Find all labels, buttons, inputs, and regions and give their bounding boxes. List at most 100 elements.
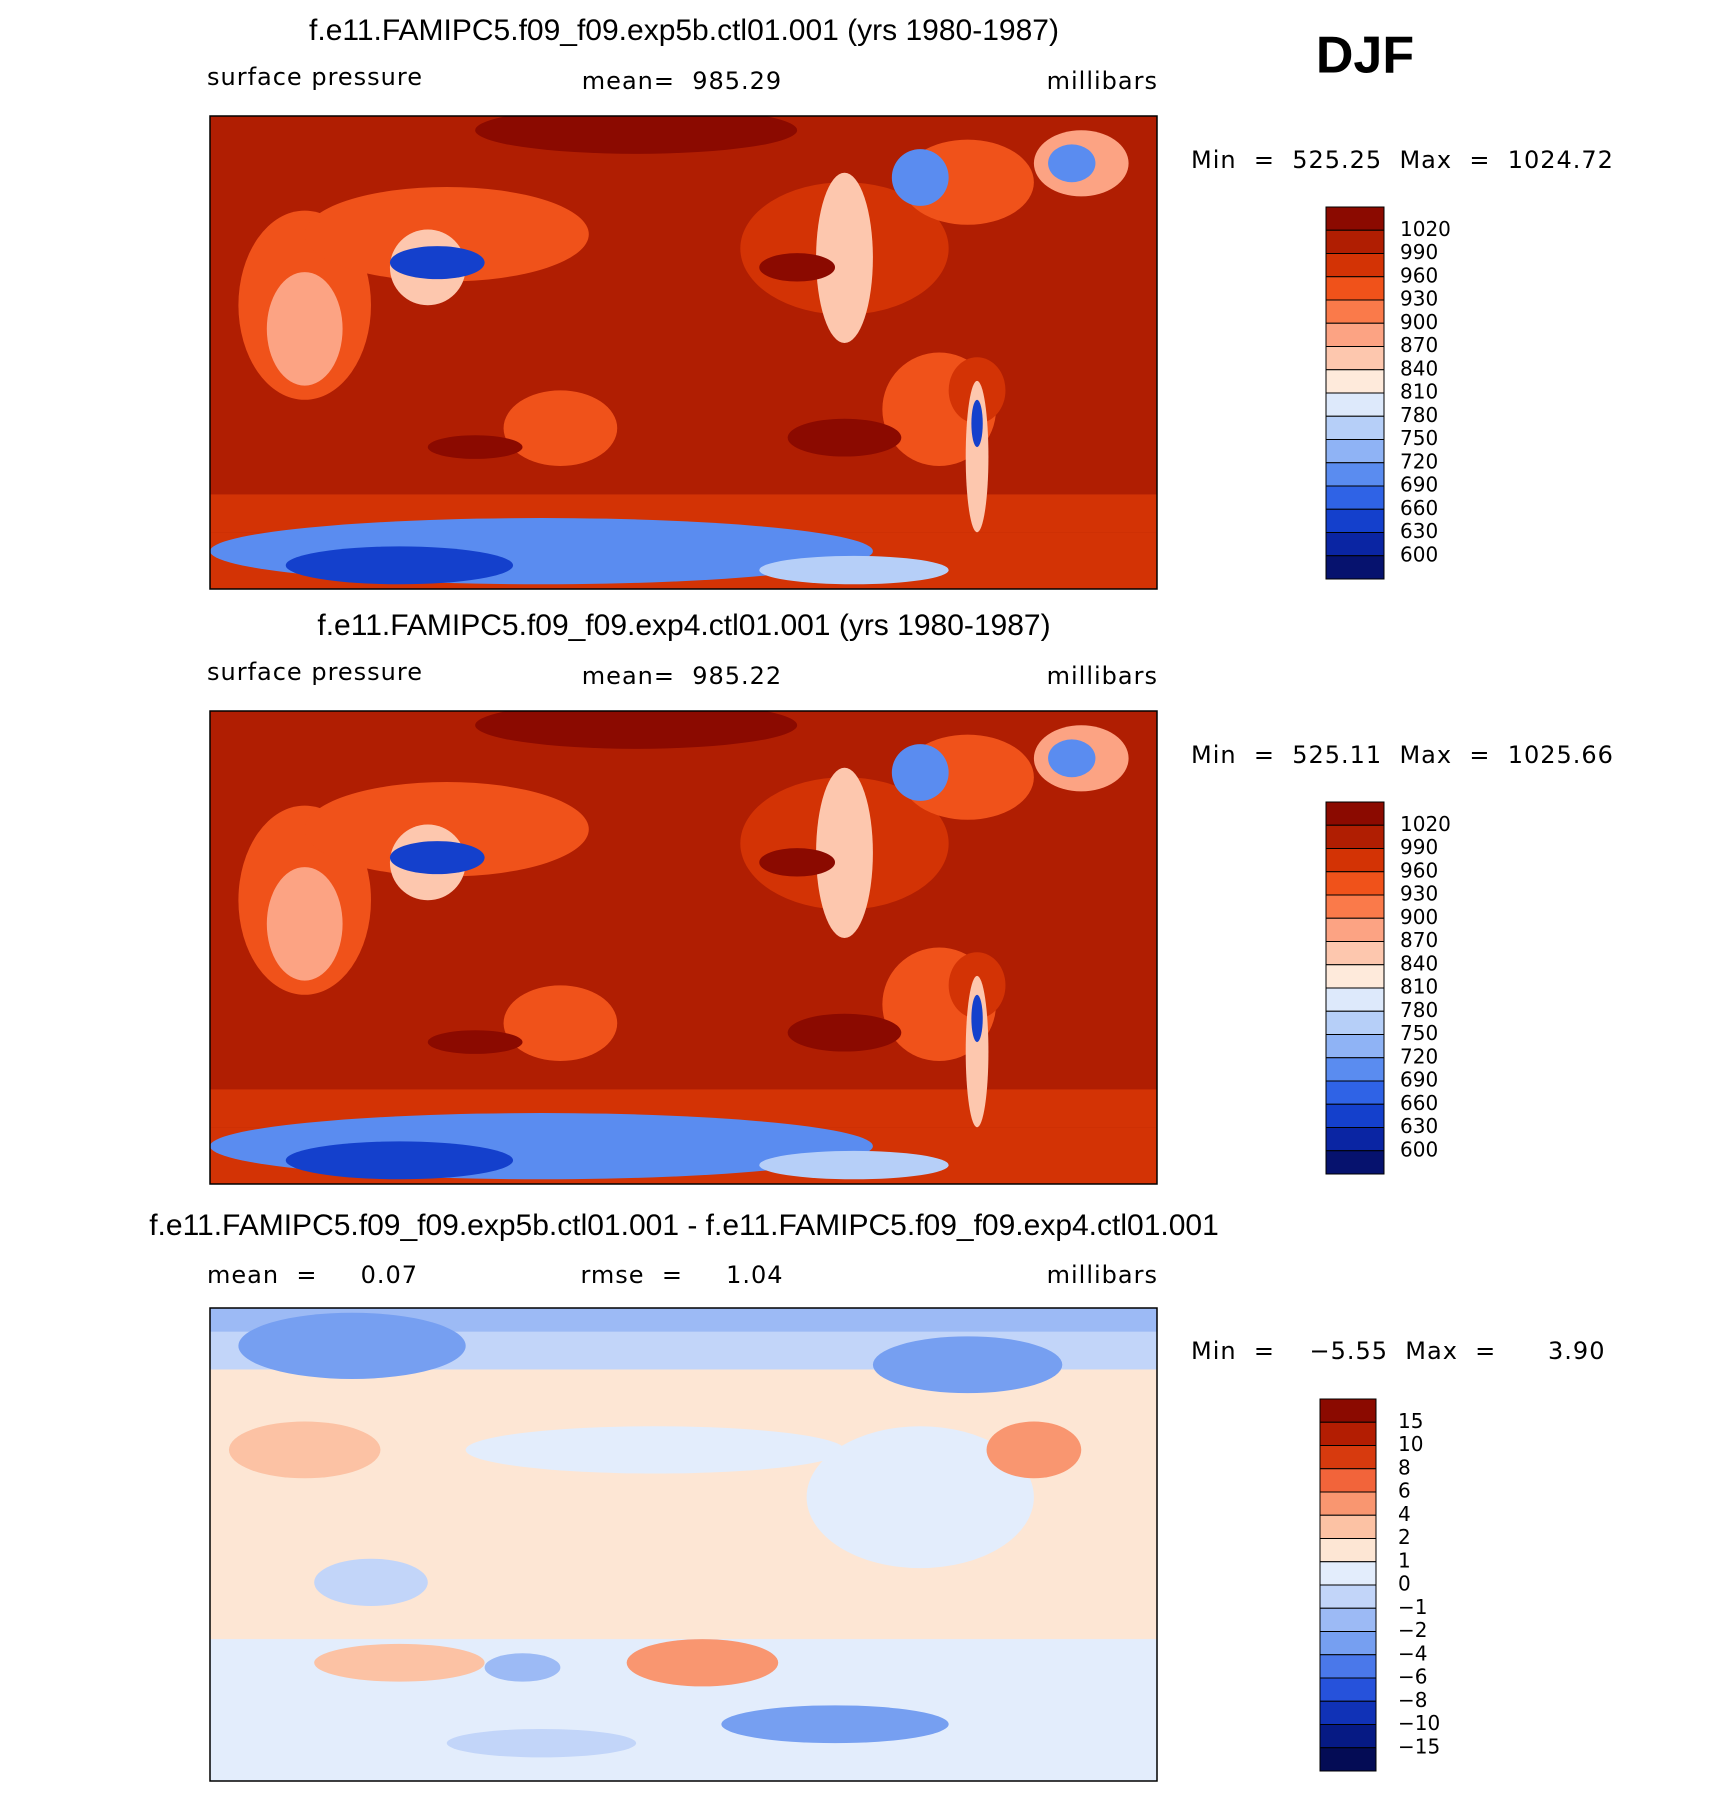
colorbar-swatch (1319, 1747, 1377, 1772)
colorbar-label: −4 (1398, 1641, 1427, 1665)
colorbar-label: 960 (1400, 263, 1438, 287)
colorbar-label: 870 (1400, 333, 1438, 357)
colorbar-swatch (1325, 1103, 1385, 1128)
colorbar-label: 630 (1400, 1114, 1438, 1138)
colorbar-label: 750 (1400, 1021, 1438, 1045)
map-field (806, 1426, 1034, 1569)
colorbar-swatch (1319, 1398, 1377, 1423)
map-field (891, 744, 949, 801)
colorbar-label: 780 (1400, 998, 1438, 1022)
colorbar-swatch (1325, 439, 1385, 464)
colorbar-label: −10 (1398, 1711, 1440, 1735)
colorbar-swatch (1325, 555, 1385, 580)
colorbar-label: 660 (1400, 1091, 1438, 1115)
colorbar-label: 10 (1398, 1432, 1423, 1456)
map-field (427, 1030, 523, 1054)
map-field (503, 985, 618, 1062)
map-field (1048, 739, 1096, 778)
colorbar-swatch (1325, 1080, 1385, 1105)
colorbar-swatch (1325, 415, 1385, 440)
map-field (816, 172, 873, 344)
map-field (971, 994, 983, 1043)
colorbar-swatch (1325, 801, 1385, 826)
map-field (484, 1653, 561, 1682)
map-field (285, 1141, 514, 1180)
colorbar-swatch (1325, 848, 1385, 873)
map (210, 1308, 1157, 1781)
map-field (971, 399, 983, 448)
colorbar-label: −2 (1398, 1618, 1427, 1642)
colorbar-swatch (1325, 1010, 1385, 1035)
colorbar-label: 2 (1398, 1525, 1411, 1549)
map-field (891, 149, 949, 206)
colorbar-label: 1 (1398, 1548, 1411, 1572)
map-field (266, 272, 343, 386)
map-field (721, 1705, 949, 1744)
colorbar-label: 870 (1400, 928, 1438, 952)
colorbar-swatch (1319, 1631, 1377, 1656)
field-label: surface pressure (207, 658, 423, 686)
map-field (475, 711, 798, 749)
colorbar-swatch (1319, 1677, 1377, 1702)
map-field (503, 390, 618, 467)
colorbar-swatch (1325, 1034, 1385, 1059)
colorbar-label: −15 (1398, 1734, 1440, 1758)
colorbar-swatch (1319, 1724, 1377, 1749)
map-field (475, 116, 798, 154)
colorbar-label: 15 (1398, 1409, 1423, 1433)
colorbar-swatch (1319, 1445, 1377, 1470)
map-field (1048, 144, 1096, 183)
colorbar-swatch (1325, 253, 1385, 278)
colorbar-swatch (1325, 917, 1385, 942)
map-field (872, 1336, 1063, 1394)
map-field (626, 1639, 779, 1687)
map-frame (209, 1307, 1158, 1782)
colorbar-swatch (1319, 1700, 1377, 1725)
panel: f.e11.FAMIPC5.f09_f09.exp5b.ctl01.001 - … (149, 1209, 1604, 1782)
stat-label: mean= 985.29 (582, 67, 782, 95)
map-field (965, 380, 989, 533)
colorbar-swatch (1325, 299, 1385, 324)
map-field (965, 975, 989, 1128)
colorbar-swatch (1325, 871, 1385, 896)
colorbar-label: 1020 (1400, 812, 1451, 836)
colorbar-swatch (1319, 1514, 1377, 1539)
panel-title: f.e11.FAMIPC5.f09_f09.exp4.ctl01.001 (yr… (317, 609, 1050, 642)
field-label: surface pressure (207, 63, 423, 91)
colorbar-label: 930 (1400, 287, 1438, 311)
colorbar-label: 1020 (1400, 217, 1451, 241)
map-frame (209, 115, 1158, 590)
colorbar-swatch (1325, 1057, 1385, 1082)
min-max: Min = 525.11 Max = 1025.66 (1191, 741, 1614, 769)
map (210, 116, 1157, 589)
map-field (759, 1150, 949, 1180)
colorbar-label: 720 (1400, 449, 1438, 473)
colorbar-swatch (1319, 1607, 1377, 1632)
colorbar-label: 0 (1398, 1572, 1411, 1596)
map-field (759, 555, 949, 585)
colorbar-label: 840 (1400, 951, 1438, 975)
stat-label: rmse = 1.04 (580, 1261, 783, 1289)
colorbar-swatch (1325, 894, 1385, 919)
colorbar-swatch (1325, 392, 1385, 417)
colorbar-swatch (1319, 1491, 1377, 1516)
colorbar-label: 630 (1400, 519, 1438, 543)
stat-label: mean= 985.22 (582, 662, 782, 690)
colorbar-label: 900 (1400, 310, 1438, 334)
colorbar-swatch (1319, 1538, 1377, 1563)
colorbar-label: 690 (1400, 1068, 1438, 1092)
panel-title: f.e11.FAMIPC5.f09_f09.exp5b.ctl01.001 - … (149, 1209, 1219, 1242)
colorbar-label: −1 (1398, 1595, 1427, 1619)
colorbar-label: 4 (1398, 1502, 1411, 1526)
map-frame (209, 710, 1158, 1185)
field-label: mean = 0.07 (207, 1261, 418, 1289)
colorbar-label: 690 (1400, 473, 1438, 497)
colorbar-swatch (1325, 941, 1385, 966)
panel: f.e11.FAMIPC5.f09_f09.exp5b.ctl01.001 (y… (207, 14, 1613, 590)
colorbar-label: 600 (1400, 1137, 1438, 1161)
colorbar-swatch (1325, 322, 1385, 347)
colorbar-swatch (1325, 987, 1385, 1012)
panel-title: f.e11.FAMIPC5.f09_f09.exp5b.ctl01.001 (y… (309, 14, 1059, 47)
panel: f.e11.FAMIPC5.f09_f09.exp4.ctl01.001 (yr… (207, 609, 1614, 1185)
